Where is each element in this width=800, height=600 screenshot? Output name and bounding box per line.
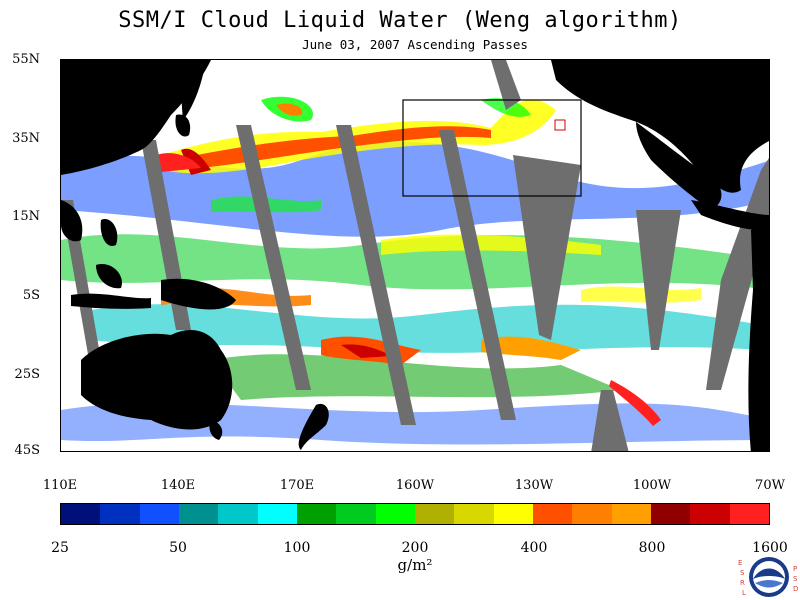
lat-label: 35N xyxy=(12,131,40,146)
lat-label: 55N xyxy=(12,52,40,67)
map-panel xyxy=(60,59,770,452)
color-swatch xyxy=(650,504,691,524)
color-swatch xyxy=(729,504,769,524)
color-scale-label: 50 xyxy=(169,540,187,556)
noaa-emblem-icon xyxy=(749,557,789,597)
color-swatch xyxy=(336,504,376,524)
color-swatch xyxy=(454,504,494,524)
color-swatch xyxy=(532,504,573,524)
color-swatch xyxy=(414,504,455,524)
logo-letter: D xyxy=(793,585,799,593)
color-scale-label: 1600 xyxy=(752,540,788,556)
color-swatch xyxy=(178,504,219,524)
color-swatch xyxy=(296,504,337,524)
logo-letter: R xyxy=(740,579,745,587)
color-scale-label: 400 xyxy=(520,540,548,556)
cloud-field xyxy=(61,96,769,445)
color-swatch xyxy=(257,504,297,524)
color-scale-bar xyxy=(60,503,770,525)
lat-label: 45S xyxy=(14,443,40,458)
color-swatch xyxy=(611,504,651,524)
units-label: g/m² xyxy=(397,556,433,574)
color-swatch xyxy=(61,504,101,524)
color-swatch xyxy=(572,504,612,524)
lon-label: 170E xyxy=(279,478,315,493)
color-swatch xyxy=(139,504,179,524)
color-swatch xyxy=(493,504,533,524)
lon-label: 100W xyxy=(632,478,672,493)
color-swatch xyxy=(375,504,415,524)
logo-letter: P xyxy=(793,565,798,573)
map-subtitle: June 03, 2007 Ascending Passes xyxy=(302,37,528,52)
color-scale-label: 200 xyxy=(401,540,429,556)
color-swatch xyxy=(690,504,730,524)
lon-label: 110E xyxy=(42,478,78,493)
map-title: SSM/I Cloud Liquid Water (Weng algorithm… xyxy=(118,8,682,33)
color-scale-label: 100 xyxy=(283,540,311,556)
color-swatch xyxy=(100,504,140,524)
color-scale-label: 800 xyxy=(638,540,666,556)
logo-letter: E xyxy=(738,559,743,567)
lat-label: 5S xyxy=(22,288,40,303)
lat-label: 15N xyxy=(12,209,40,224)
lon-label: 140E xyxy=(160,478,196,493)
lat-label: 25S xyxy=(14,367,40,382)
logo-letter: L xyxy=(742,589,746,597)
lon-label: 160W xyxy=(395,478,435,493)
region-box xyxy=(402,99,582,197)
noaa-logo[interactable]: E S R L P S D xyxy=(738,555,800,600)
region-marker xyxy=(554,119,566,131)
land-masses xyxy=(61,60,769,451)
lon-label: 130W xyxy=(514,478,554,493)
logo-letter: S xyxy=(740,569,745,577)
lon-label: 70W xyxy=(755,478,785,493)
map-svg xyxy=(61,60,769,451)
logo-letter: S xyxy=(793,575,798,583)
color-swatch xyxy=(218,504,258,524)
color-scale-label: 25 xyxy=(51,540,69,556)
